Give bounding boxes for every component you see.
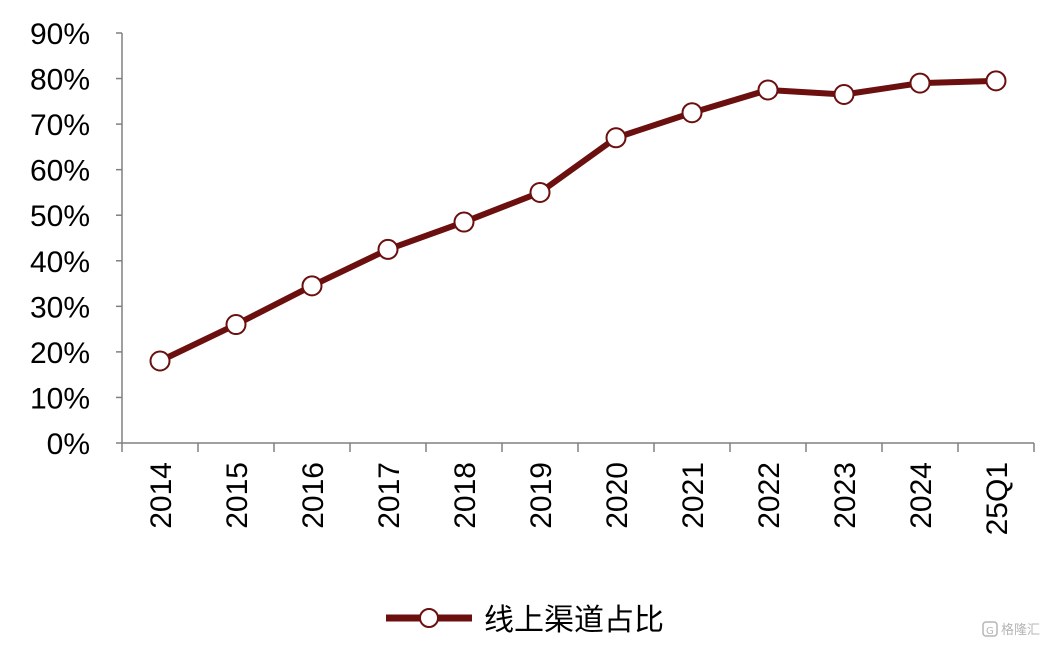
data-point	[301, 275, 323, 297]
legend-marker	[419, 608, 439, 628]
x-tick-label: 2015	[221, 462, 254, 529]
y-tick-label: 10%	[30, 382, 90, 415]
y-tick-label: 30%	[30, 291, 90, 324]
legend: 线上渠道占比	[386, 603, 664, 638]
data-point	[377, 238, 399, 260]
x-tick-label: 2019	[525, 462, 558, 529]
x-tick-label: 2021	[677, 462, 710, 529]
data-point	[149, 350, 171, 372]
watermark-text: 格隆汇	[1001, 622, 1040, 638]
y-tick-label: 0%	[47, 428, 90, 461]
x-tick-label: 2017	[373, 462, 406, 529]
data-point	[529, 181, 551, 203]
data-point	[833, 84, 855, 105]
series-line-group	[149, 70, 1007, 372]
x-tick-label: 2024	[905, 462, 938, 529]
x-tick-label: 2023	[829, 462, 862, 529]
y-tick-label: 20%	[30, 337, 90, 370]
y-tick-label: 40%	[30, 246, 90, 279]
x-axis: 2014 2015 2016 2017 2018 2019 2020 2021 2022 2023…	[121, 442, 1035, 535]
data-point	[681, 102, 703, 124]
x-tick-label: 2022	[753, 462, 786, 529]
watermark: G 格隆汇	[982, 621, 1040, 638]
data-point	[985, 70, 1007, 92]
data-point	[605, 127, 627, 149]
y-tick-label: 90%	[30, 18, 90, 51]
y-tick-label: 70%	[30, 109, 90, 142]
x-tick-label: 2018	[449, 462, 482, 529]
y-tick-label: 80%	[30, 64, 90, 97]
series-line	[157, 77, 999, 364]
svg-text:G: G	[986, 626, 994, 637]
data-point	[909, 72, 931, 94]
watermark-logo-icon: G	[982, 621, 998, 637]
y-tick-label: 50%	[30, 200, 90, 233]
x-tick-label: 2014	[145, 462, 178, 529]
data-point	[453, 211, 475, 233]
y-tick-label: 60%	[30, 155, 90, 188]
y-axis: 0% 10% 20% 30% 40% 50% 60% 70% 80% 90%	[30, 18, 123, 461]
x-tick-label: 2016	[297, 462, 330, 529]
x-tick-label: 25Q1	[981, 462, 1014, 535]
data-point	[225, 314, 247, 336]
legend-label: 线上渠道占比	[484, 603, 664, 638]
data-point	[757, 79, 779, 101]
x-tick-label: 2020	[601, 462, 634, 529]
